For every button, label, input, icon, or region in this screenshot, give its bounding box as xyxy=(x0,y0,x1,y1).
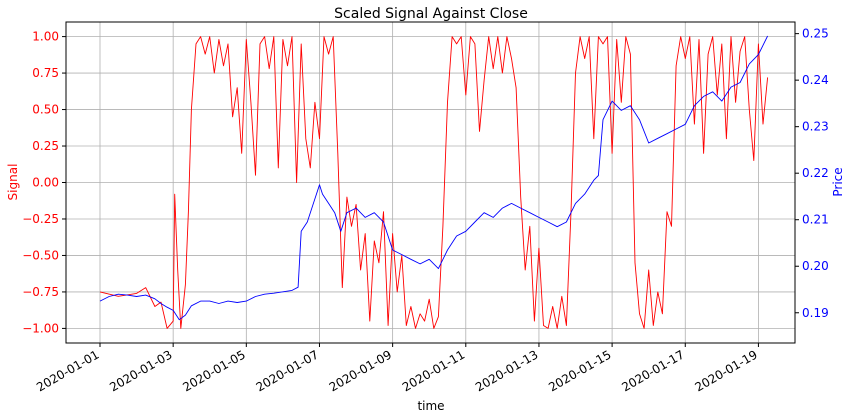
right-y-tick-label: 0.25 xyxy=(802,27,829,41)
left-y-tick-label: −0.50 xyxy=(22,248,59,262)
right-y-tick-label: 0.20 xyxy=(802,259,829,273)
right-y-tick-label: 0.24 xyxy=(802,73,829,87)
left-y-tick-label: −0.25 xyxy=(22,212,59,226)
right-y-tick-label: 0.21 xyxy=(802,213,829,227)
x-axis-label: time xyxy=(417,399,444,413)
right-y-tick-label: 0.22 xyxy=(802,166,829,180)
left-y-tick-label: −0.75 xyxy=(22,285,59,299)
right-y-axis-label: Price xyxy=(831,167,845,196)
left-y-tick-label: 0.00 xyxy=(32,176,59,190)
right-y-tick-label: 0.19 xyxy=(802,306,829,320)
left-y-axis-label: Signal xyxy=(6,164,20,201)
signal-series-line xyxy=(99,36,769,329)
series-layer xyxy=(99,35,769,329)
left-y-tick-label: 0.50 xyxy=(32,103,59,117)
left-y-tick-label: 0.75 xyxy=(32,66,59,80)
left-y-tick-label: 1.00 xyxy=(32,30,59,44)
right-y-tick-label: 0.23 xyxy=(802,120,829,134)
chart-title: Scaled Signal Against Close xyxy=(334,6,528,22)
left-y-tick-label: 0.25 xyxy=(32,139,59,153)
left-y-tick-label: −1.00 xyxy=(22,321,59,335)
price-series-line xyxy=(99,35,769,321)
